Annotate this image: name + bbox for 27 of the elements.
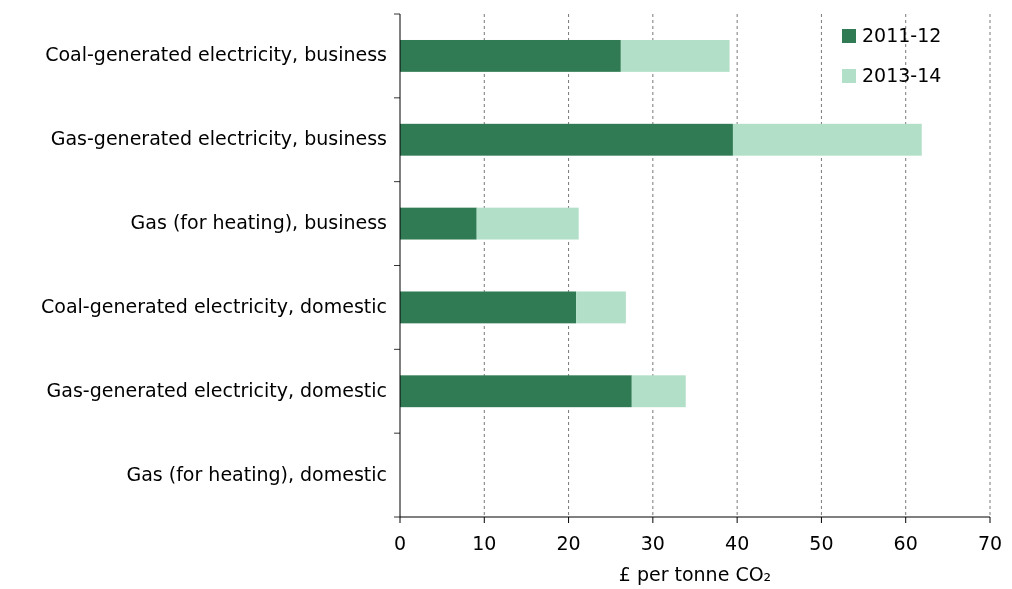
- bar: [400, 39, 621, 72]
- x-tick-label: 60: [893, 532, 918, 554]
- bar: [400, 123, 733, 156]
- y-tick-label: Coal-generated electricity, domestic: [41, 294, 387, 317]
- x-axis-title: £ per tonne CO₂: [618, 563, 772, 585]
- y-tick-label: Gas-generated electricity, domestic: [46, 378, 387, 401]
- x-tick-label: 20: [556, 532, 581, 554]
- x-tick-label: 10: [472, 532, 497, 554]
- x-tick-label: 50: [809, 532, 834, 554]
- bar: [620, 39, 730, 72]
- x-tick-label: 0: [393, 532, 407, 554]
- x-tick-label: 30: [640, 532, 665, 554]
- bar: [400, 207, 477, 240]
- y-tick-label: Gas (for heating), business: [130, 211, 387, 234]
- legend-label: 2013-14: [862, 63, 942, 86]
- x-tick-label: 40: [725, 532, 750, 554]
- y-tick-label: Gas-generated electricity, business: [50, 127, 387, 150]
- y-tick-label: Coal-generated electricity, business: [45, 43, 387, 66]
- bar: [631, 375, 686, 408]
- x-tick-label: 70: [977, 532, 1003, 554]
- bar: [476, 207, 579, 240]
- y-tick-label: Gas (for heating), domestic: [126, 462, 387, 485]
- legend-label: 2011-12: [862, 23, 942, 46]
- bar: [400, 375, 632, 408]
- bar: [576, 291, 626, 324]
- bar: [732, 123, 922, 156]
- bar: [400, 291, 577, 324]
